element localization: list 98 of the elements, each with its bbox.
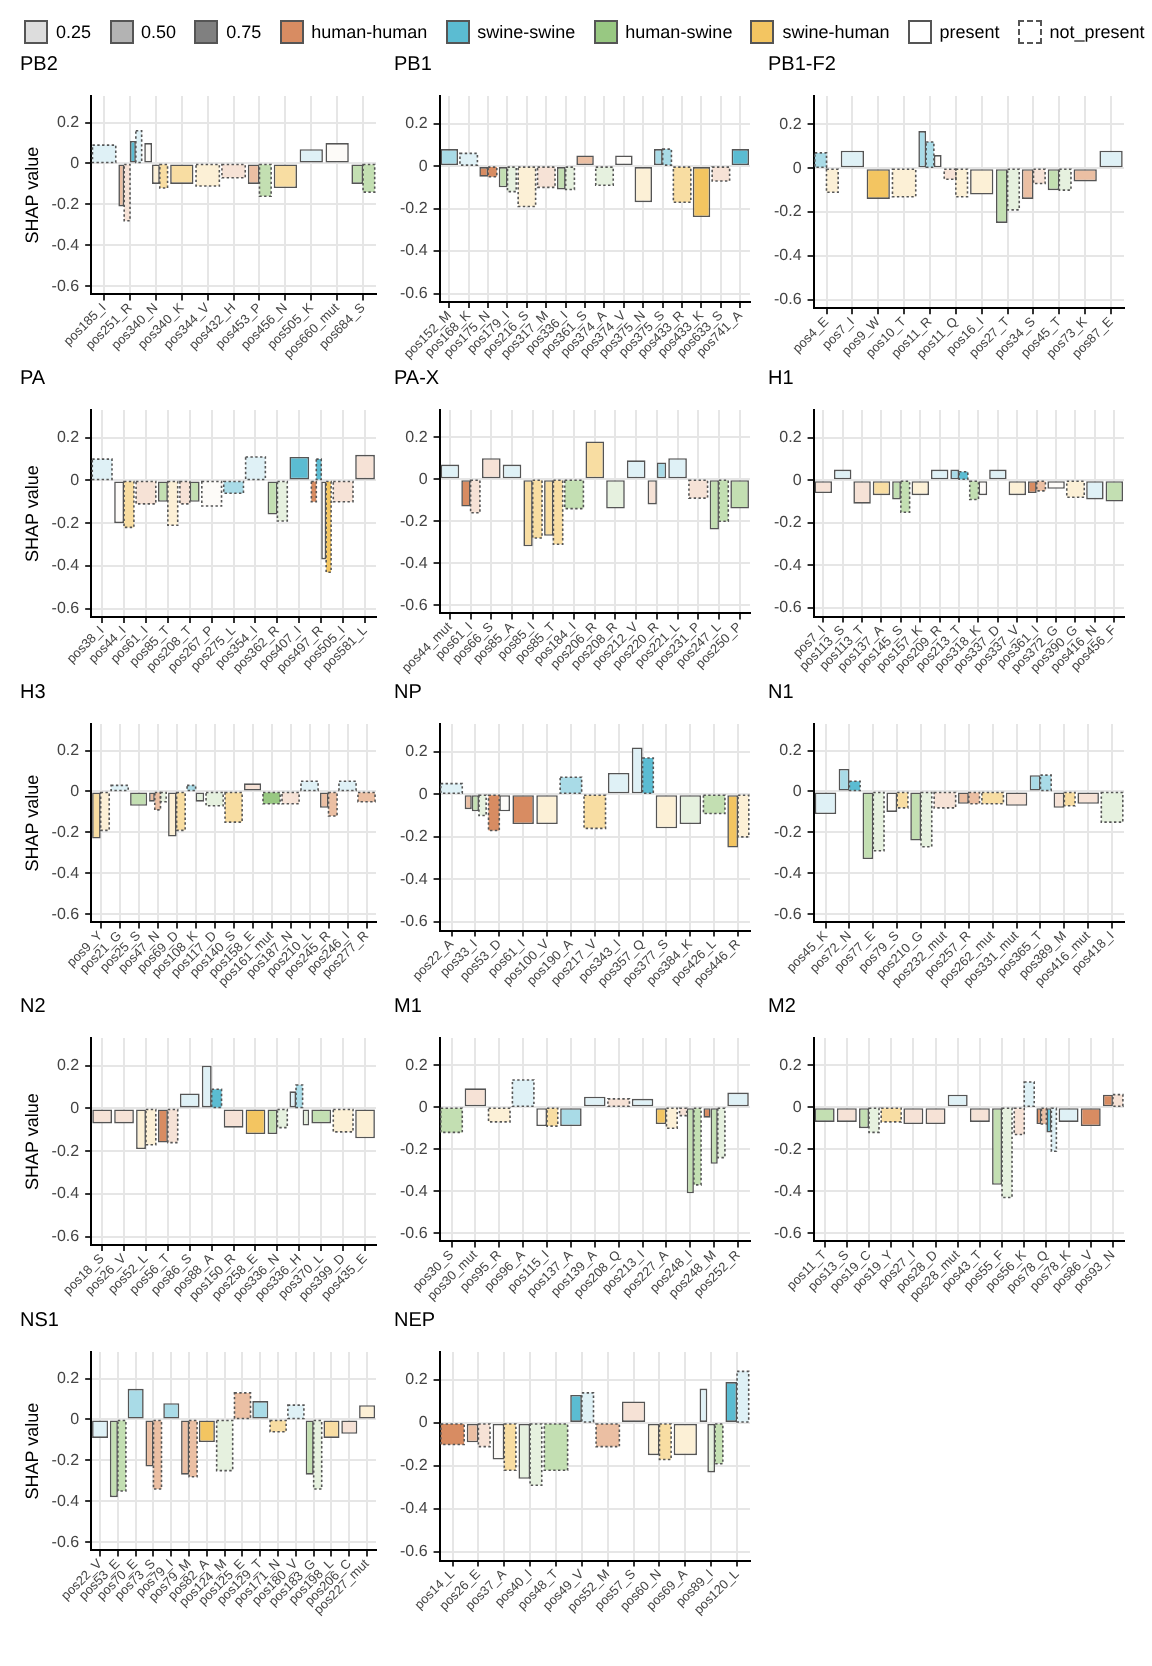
y-tick-label: -0.6 xyxy=(51,904,81,923)
y-tick-label: -0.4 xyxy=(399,1499,429,1518)
y-tick-label: -0.2 xyxy=(773,513,803,532)
y-tick-label: 0 xyxy=(418,156,429,175)
y-tick-label: 0.2 xyxy=(405,114,429,133)
y-tick-label: -0.2 xyxy=(399,511,429,530)
chart-title: M1 xyxy=(394,995,423,1018)
y-tick-label: 0.2 xyxy=(405,427,429,446)
category-label: not_present xyxy=(1049,22,1145,42)
y-tick-label: 0.2 xyxy=(779,740,803,759)
y-tick-label: -0.4 xyxy=(51,235,81,254)
y-tick-label: -0.4 xyxy=(51,1491,81,1510)
y-tick-label: 0 xyxy=(70,153,81,172)
y-tick-label: -0.4 xyxy=(773,246,803,265)
y-tick-label: 0.2 xyxy=(779,1055,803,1074)
y-tick-label: 0 xyxy=(792,470,803,489)
y-tick-label: -0.6 xyxy=(399,912,429,931)
y-tick-label: 0.2 xyxy=(56,740,81,759)
y-tick-label: -0.6 xyxy=(773,1223,803,1242)
y-tick-label: -0.2 xyxy=(399,827,429,846)
y-tick-label: -0.4 xyxy=(773,1181,803,1200)
y-tick-label: -0.2 xyxy=(399,198,429,217)
category-label: 0.75 xyxy=(226,22,262,42)
chart-title: NS1 xyxy=(20,1309,60,1332)
y-tick-label: 0.2 xyxy=(405,742,429,761)
y-tick-label: -0.2 xyxy=(51,822,81,841)
y-tick-label: -0.4 xyxy=(399,241,429,260)
y-tick-label: -0.6 xyxy=(51,276,81,295)
y-tick-label: -0.6 xyxy=(773,904,803,923)
y-tick-label: -0.4 xyxy=(399,1181,429,1200)
y-tick-label: -0.2 xyxy=(51,1141,81,1160)
y-tick-label: -0.4 xyxy=(773,555,803,574)
y-tick-label: 0 xyxy=(792,158,803,177)
y-tick-label: -0.4 xyxy=(51,863,81,882)
y-tick-label: -0.6 xyxy=(399,283,429,302)
chart-title: PB2 xyxy=(20,53,59,76)
y-tick-label: -0.6 xyxy=(51,598,81,617)
chart-title: PB1 xyxy=(394,53,433,76)
y-tick-label: 0 xyxy=(792,781,803,800)
y-tick-label: -0.2 xyxy=(773,202,803,221)
y-tick-label: -0.6 xyxy=(399,1542,429,1561)
y-tick-label: 0 xyxy=(418,1097,429,1116)
category-label: 0.25 xyxy=(56,22,92,42)
y-tick-label: -0.6 xyxy=(773,598,803,617)
y-tick-label: -0.6 xyxy=(51,1532,81,1551)
y-tick-label: 0.2 xyxy=(56,1056,81,1075)
y-tick-label: 0.2 xyxy=(405,1055,429,1074)
y-tick-label: 0 xyxy=(418,1413,429,1432)
y-tick-label: -0.6 xyxy=(399,1223,429,1242)
y-tick-label: -0.2 xyxy=(51,513,81,532)
y-tick-label: 0.2 xyxy=(779,114,803,133)
y-axis-title: SHAP value xyxy=(21,774,42,872)
y-tick-label: 0 xyxy=(70,781,81,800)
y-tick-label: 0.2 xyxy=(56,428,81,447)
chart-title: PA xyxy=(20,367,46,390)
chart-title: M2 xyxy=(768,995,797,1018)
chart-title: H3 xyxy=(20,681,47,704)
chart-title: PA-X xyxy=(394,367,440,390)
y-tick-label: -0.4 xyxy=(51,1184,81,1203)
category-label: present xyxy=(939,22,1000,42)
category-label: swine-swine xyxy=(477,22,576,42)
y-tick-label: -0.4 xyxy=(773,863,803,882)
chart-title: PB1-F2 xyxy=(768,53,837,76)
y-tick-label: -0.4 xyxy=(399,553,429,572)
y-tick-label: 0 xyxy=(418,784,429,803)
chart-title: N1 xyxy=(768,681,795,704)
category-label: swine-human xyxy=(782,22,890,42)
chart-title: NEP xyxy=(394,1309,436,1332)
y-tick-label: 0 xyxy=(70,1409,81,1428)
y-tick-label: -0.2 xyxy=(51,1450,81,1469)
y-axis-title: SHAP value xyxy=(21,465,42,562)
y-tick-label: 0.2 xyxy=(405,1370,429,1389)
category-label: human-human xyxy=(311,22,428,42)
y-axis-title: SHAP value xyxy=(21,146,42,244)
category-label: 0.50 xyxy=(141,22,177,42)
y-tick-label: -0.2 xyxy=(51,194,81,213)
y-tick-label: 0 xyxy=(70,1098,81,1117)
y-axis-title: SHAP value xyxy=(21,1093,42,1190)
y-tick-label: 0.2 xyxy=(56,112,81,131)
y-tick-label: -0.2 xyxy=(399,1139,429,1158)
category-label: human-swine xyxy=(625,22,733,42)
chart-title: NP xyxy=(394,681,423,704)
y-tick-label: 0.2 xyxy=(779,428,803,447)
y-tick-label: -0.6 xyxy=(773,289,803,308)
y-tick-label: -0.2 xyxy=(773,822,803,841)
y-tick-label: 0 xyxy=(792,1097,803,1116)
chart-title: N2 xyxy=(20,995,47,1018)
y-tick-label: 0.2 xyxy=(56,1368,81,1387)
y-tick-label: -0.2 xyxy=(773,1139,803,1158)
y-tick-label: -0.6 xyxy=(399,595,429,614)
y-tick-label: -0.4 xyxy=(51,556,81,575)
y-tick-label: 0 xyxy=(418,469,429,488)
y-axis-title: SHAP value xyxy=(21,1402,42,1500)
y-tick-label: -0.6 xyxy=(51,1226,81,1245)
y-tick-label: 0 xyxy=(70,470,81,489)
chart-title: H1 xyxy=(768,367,795,390)
y-tick-label: -0.2 xyxy=(399,1456,429,1475)
y-tick-label: -0.4 xyxy=(399,869,429,888)
